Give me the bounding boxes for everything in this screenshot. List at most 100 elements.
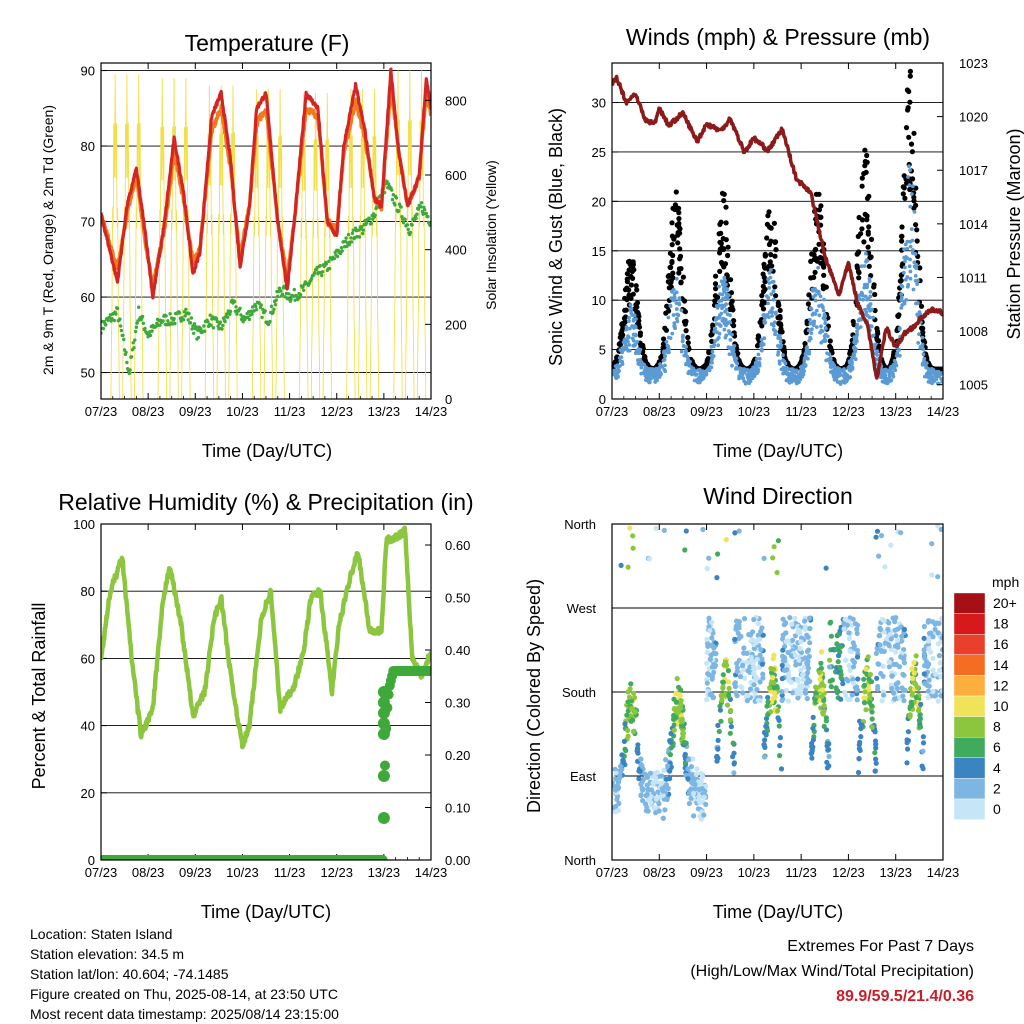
wind-point [636, 358, 640, 363]
dewpoint-point [302, 288, 306, 292]
wind-direction-point [845, 696, 851, 703]
gust-point [669, 220, 675, 226]
dewpoint-point [280, 292, 285, 296]
wind-direction-point [892, 627, 898, 633]
wind-direction-point [711, 645, 717, 651]
wind-point [628, 303, 633, 307]
wind-point [757, 362, 762, 367]
wind-direction-x-tick-label: 08/23 [643, 865, 676, 880]
dewpoint-point [221, 323, 225, 328]
wind-point [757, 356, 762, 361]
gust-point [854, 265, 861, 271]
wind-direction-point [690, 756, 696, 762]
dewpoint-point [274, 298, 278, 302]
wind-speed-legend-swatch [953, 798, 986, 820]
wind-point [789, 377, 793, 381]
wind-point [767, 285, 772, 290]
wind-direction-point [763, 732, 769, 738]
dewpoint-point [423, 208, 427, 212]
wind-point [891, 374, 896, 379]
temperature-x-tick-label: 11/23 [274, 404, 306, 419]
wind-point [868, 290, 873, 294]
wind-speed-legend: 20+ 18 16 14 12 10 8 6 4 2 0 [953, 592, 1017, 820]
wind-point [924, 365, 929, 370]
wind-direction-point [705, 671, 711, 677]
wind-direction-point [755, 697, 761, 703]
dewpoint-point [279, 289, 283, 293]
dewpoint-point [118, 317, 122, 321]
wind-direction-point [704, 680, 710, 686]
wind-point [803, 363, 808, 368]
wind-direction-x-tick-label: 10/23 [738, 865, 771, 880]
wind-point [759, 348, 764, 353]
wind-point [715, 337, 720, 342]
gust-point [761, 264, 768, 270]
wind-point [883, 377, 887, 382]
wind-direction-point [660, 815, 666, 821]
wind-point [627, 348, 632, 353]
gust-point [907, 99, 913, 105]
wind-point [633, 351, 638, 356]
gust-point [768, 238, 774, 244]
wind-point [674, 301, 679, 305]
wind-point [806, 356, 810, 361]
wind-point [813, 298, 818, 303]
temperature-2m-line [101, 67, 431, 300]
dewpoint-point [419, 205, 423, 209]
humidity-x-tick-label: 10/23 [226, 865, 259, 880]
wind-direction-point [661, 767, 667, 774]
winds-x-tick-label: 14/23 [927, 404, 960, 419]
wind-point [887, 371, 892, 376]
wind-direction-point [731, 770, 737, 776]
wind-direction-point [922, 680, 928, 687]
dewpoint-point [228, 312, 232, 316]
dewpoint-point [182, 310, 186, 314]
gust-point [761, 300, 768, 306]
dewpoint-point [181, 318, 186, 322]
wind-point [891, 372, 895, 376]
wind-direction-point [662, 807, 668, 813]
gust-point [621, 315, 628, 321]
gust-point [859, 217, 866, 223]
wind-direction-point [706, 555, 712, 561]
gust-point [805, 301, 812, 307]
gust-point [908, 141, 915, 147]
wind-direction-point [869, 724, 875, 730]
wind-direction-point [677, 687, 684, 693]
wind-direction-point [932, 626, 938, 632]
wind-point [666, 315, 671, 320]
wind-direction-point [638, 792, 644, 799]
wind-direction-point [612, 783, 616, 789]
winds-x-tick-label: 09/23 [690, 404, 723, 419]
wind-direction-point [893, 615, 899, 621]
wind-point [881, 373, 886, 377]
wind-direction-point [877, 642, 883, 648]
wind-direction-point [763, 723, 769, 730]
humidity-frame [100, 523, 432, 861]
dewpoint-point [345, 244, 349, 248]
wind-point [623, 346, 628, 351]
wind-direction-point [730, 740, 736, 746]
wind-point [794, 368, 799, 373]
wind-direction-point [726, 685, 732, 692]
wind-point [752, 370, 757, 375]
wind-direction-point [735, 630, 741, 636]
wind-point [717, 322, 721, 327]
dewpoint-point [232, 299, 237, 304]
wind-direction-point [833, 646, 839, 653]
gust-point [729, 298, 735, 304]
wind-direction-point [741, 650, 747, 656]
wind-direction-point [810, 725, 816, 731]
humidity-x-tick-label: 14/23 [415, 865, 448, 880]
gust-point [872, 291, 878, 298]
temperature-x-tick-label: 10/23 [226, 404, 259, 419]
gust-point [902, 195, 908, 201]
dewpoint-point [199, 326, 203, 331]
wind-point [763, 320, 768, 325]
wind-direction-point [734, 660, 740, 667]
wind-direction-point [901, 698, 907, 704]
humidity-title: Relative Humidity (%) & Precipitation (i… [58, 489, 473, 515]
wind-direction-point [834, 688, 840, 694]
wind-point [863, 294, 868, 299]
dewpoint-point [250, 305, 255, 309]
